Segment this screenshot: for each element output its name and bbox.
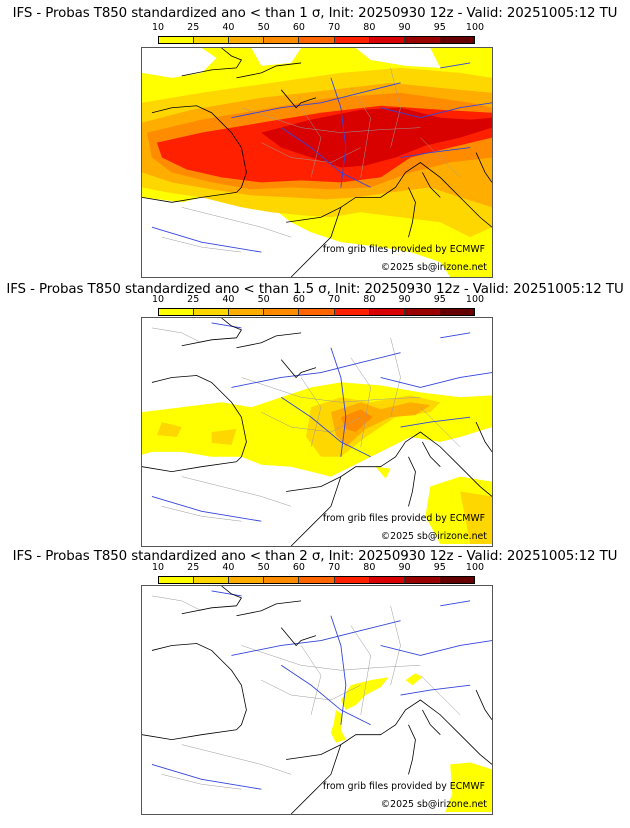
colorbar-segment (194, 37, 230, 43)
map-canvas (142, 318, 492, 546)
colorbar-tick-label: 95 (433, 294, 446, 305)
colorbar-segment (404, 309, 440, 315)
colorbar-segment (369, 37, 405, 43)
panel-title: IFS - Probas T850 standardized ano < tha… (12, 6, 618, 21)
credit-source: from grib files provided by ECMWF (322, 781, 485, 792)
colorbar-segment (229, 309, 265, 315)
colorbar-tick-label: 50 (257, 294, 270, 305)
colorbar-tick-label: 10 (151, 294, 165, 305)
colorbar-segment (194, 577, 230, 583)
panel-title: IFS - Probas T850 standardized ano < tha… (12, 549, 618, 564)
colorbar-tick-label: 60 (292, 294, 305, 305)
colorbar-segment (439, 577, 474, 583)
colorbar-tick-label: 90 (398, 294, 411, 305)
colorbar-segment (439, 309, 474, 315)
colorbar-segment (299, 309, 335, 315)
colorbar-segment (334, 37, 370, 43)
colorbar (158, 308, 475, 316)
colorbar-tick-label: 70 (328, 294, 341, 305)
colorbar-tick-label: 25 (187, 22, 200, 33)
colorbar-segment (264, 309, 300, 315)
colorbar-segment (404, 37, 440, 43)
colorbar-tick-label: 80 (363, 562, 376, 573)
admin-borders (151, 595, 461, 790)
colorbar-segment (439, 37, 474, 43)
colorbar-tick-label: 40 (222, 22, 235, 33)
colorbar-tick-label: 90 (398, 22, 411, 33)
probability-map: from grib files provided by ECMWF ©2025 … (141, 47, 493, 278)
probability-map: from grib files provided by ECMWF ©2025 … (141, 317, 493, 547)
map-canvas (142, 586, 492, 814)
colorbar-segment (159, 309, 195, 315)
colorbar-segment (194, 309, 230, 315)
coastlines (142, 586, 492, 814)
colorbar-tick-label: 10 (151, 22, 165, 33)
colorbar-segment (334, 577, 370, 583)
colorbar-tick-label: 50 (257, 22, 270, 33)
colorbar-segment (369, 577, 405, 583)
rivers (151, 62, 492, 253)
admin-borders (161, 67, 461, 253)
probability-shading (142, 382, 492, 545)
colorbar-ticks: 10 25 40 50 60 70 80 90 95 100 (152, 22, 484, 33)
colorbar-segment (264, 37, 300, 43)
colorbar-tick-label: 25 (187, 294, 200, 305)
credit-source: from grib files provided by ECMWF (322, 513, 485, 524)
colorbar-tick-label: 100 (465, 294, 485, 305)
colorbar-segment (229, 577, 265, 583)
colorbar-segment (229, 37, 265, 43)
colorbar-ticks: 10 25 40 50 60 70 80 90 95 100 (152, 294, 484, 305)
colorbar-segment (404, 577, 440, 583)
colorbar-tick-label: 10 (151, 562, 165, 573)
probability-map: from grib files provided by ECMWF ©2025 … (141, 585, 493, 815)
coastlines (142, 318, 492, 546)
credit-copyright: ©2025 sb@irizone.net (380, 262, 487, 273)
credit-copyright: ©2025 sb@irizone.net (380, 531, 487, 542)
panel-1-5sigma: IFS - Probas T850 standardized ano < tha… (6, 282, 624, 547)
colorbar-segment (159, 577, 195, 583)
rivers (151, 590, 492, 790)
colorbar-ticks: 10 25 40 50 60 70 80 90 95 100 (152, 562, 484, 573)
colorbar-tick-label: 40 (222, 294, 235, 305)
colorbar-segment (334, 309, 370, 315)
credit-copyright: ©2025 sb@irizone.net (380, 799, 487, 810)
colorbar-tick-label: 70 (328, 562, 341, 573)
colorbar (158, 36, 475, 44)
map-canvas (142, 48, 492, 277)
colorbar-tick-label: 25 (187, 562, 200, 573)
rivers (151, 322, 492, 522)
colorbar-tick-label: 60 (292, 22, 305, 33)
colorbar-tick-label: 60 (292, 562, 305, 573)
colorbar-segment (369, 309, 405, 315)
colorbar-segment (299, 577, 335, 583)
colorbar-tick-label: 50 (257, 562, 270, 573)
colorbar-tick-label: 95 (433, 562, 446, 573)
colorbar-segment (299, 37, 335, 43)
colorbar-tick-label: 100 (465, 562, 485, 573)
panel-1sigma: IFS - Probas T850 standardized ano < tha… (0, 0, 630, 280)
colorbar-segment (159, 37, 195, 43)
colorbar-tick-label: 95 (433, 22, 446, 33)
colorbar-tick-label: 40 (222, 562, 235, 573)
colorbar (158, 576, 475, 584)
panel-title: IFS - Probas T850 standardized ano < tha… (6, 282, 624, 297)
colorbar-segment (264, 577, 300, 583)
colorbar-tick-label: 70 (328, 22, 341, 33)
colorbar-tick-label: 80 (363, 294, 376, 305)
colorbar-tick-label: 100 (465, 22, 485, 33)
credit-source: from grib files provided by ECMWF (322, 244, 485, 255)
colorbar-tick-label: 80 (363, 22, 376, 33)
admin-borders (151, 327, 461, 522)
colorbar-tick-label: 90 (398, 562, 411, 573)
coastlines (142, 48, 492, 277)
